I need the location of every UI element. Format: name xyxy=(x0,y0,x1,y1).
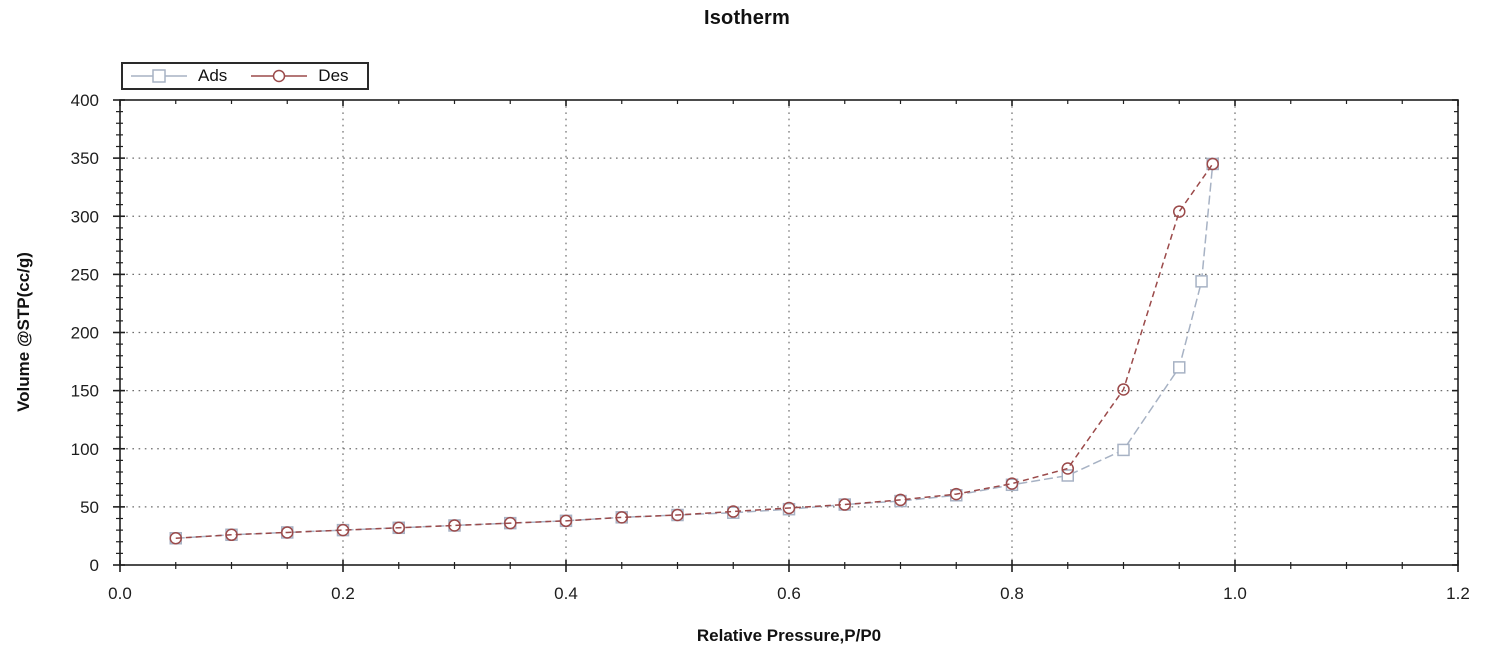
des-marker xyxy=(1173,205,1186,218)
y-tick-label: 0 xyxy=(90,556,99,575)
des-marker xyxy=(504,516,517,530)
des-marker xyxy=(225,528,238,542)
des-marker xyxy=(838,498,851,511)
des-marker xyxy=(671,508,684,522)
y-tick-label: 350 xyxy=(71,149,99,168)
des-marker xyxy=(392,521,405,535)
des-marker xyxy=(448,519,461,532)
ads-line xyxy=(175,163,1214,540)
des-marker xyxy=(782,501,796,515)
legend-item-des: Des xyxy=(251,66,349,86)
ads-marker xyxy=(1195,275,1208,288)
des-marker xyxy=(169,532,182,545)
ads-marker xyxy=(1117,443,1130,457)
des-marker xyxy=(727,505,740,518)
des-marker xyxy=(1117,383,1130,396)
ads-line-square-icon xyxy=(131,69,187,83)
y-tick-label: 150 xyxy=(71,382,99,401)
x-tick-label: 0.6 xyxy=(777,584,801,603)
ads-marker xyxy=(1173,361,1186,374)
legend-label-des: Des xyxy=(318,66,349,85)
des-marker xyxy=(1005,477,1019,490)
y-tick-label: 50 xyxy=(80,498,99,517)
y-tick-label: 100 xyxy=(71,440,99,459)
des-marker xyxy=(894,493,907,507)
ads-marker xyxy=(1061,469,1074,482)
x-tick-label: 1.0 xyxy=(1223,584,1247,603)
y-tick-label: 400 xyxy=(71,91,99,110)
legend: Ads Des xyxy=(121,62,369,90)
des-marker xyxy=(1061,462,1074,475)
y-tick-label: 250 xyxy=(71,265,99,284)
y-tick-label: 200 xyxy=(71,324,99,343)
y-axis-label: Volume @STP(cc/g) xyxy=(14,252,33,412)
x-tick-label: 0.4 xyxy=(554,584,578,603)
chart-title: Isotherm xyxy=(703,7,791,29)
y-tick-label: 300 xyxy=(71,207,99,226)
des-marker xyxy=(1206,157,1219,171)
des-marker xyxy=(615,511,628,524)
legend-item-ads: Ads xyxy=(131,66,227,86)
x-tick-label: 0.8 xyxy=(1000,584,1024,603)
x-tick-label: 0.2 xyxy=(331,584,355,603)
des-marker xyxy=(559,514,573,528)
des-line xyxy=(175,163,1214,540)
des-line-circle-icon xyxy=(251,69,308,83)
des-marker xyxy=(281,526,294,539)
x-tick-label: 0.0 xyxy=(108,584,132,603)
des-marker xyxy=(950,487,963,501)
x-axis-label: Relative Pressure,P/P0 xyxy=(696,626,882,645)
legend-label-ads: Ads xyxy=(198,66,228,85)
x-tick-label: 1.2 xyxy=(1446,584,1470,603)
des-marker xyxy=(336,523,350,537)
